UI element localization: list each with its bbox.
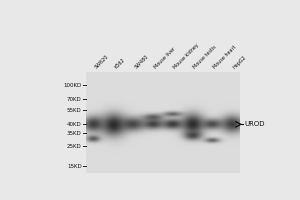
Text: 15KD: 15KD xyxy=(67,164,82,169)
Text: 100KD: 100KD xyxy=(63,83,82,88)
Text: 70KD: 70KD xyxy=(67,97,82,102)
Bar xyxy=(86,73,240,173)
Text: 25KD: 25KD xyxy=(67,144,82,149)
Text: 35KD: 35KD xyxy=(67,131,82,136)
Text: 55KD: 55KD xyxy=(67,108,82,113)
Text: SW620: SW620 xyxy=(94,54,110,70)
Text: Mouse kidney: Mouse kidney xyxy=(173,43,200,70)
Text: SW480: SW480 xyxy=(134,54,149,70)
Text: Mouse testis: Mouse testis xyxy=(193,45,218,70)
Text: Mouse liver: Mouse liver xyxy=(153,47,177,70)
Text: HepG2: HepG2 xyxy=(232,55,248,70)
Text: K562: K562 xyxy=(114,58,126,70)
Text: 40KD: 40KD xyxy=(67,122,82,127)
Text: Mouse heart: Mouse heart xyxy=(212,45,238,70)
Text: UROD: UROD xyxy=(244,121,265,127)
